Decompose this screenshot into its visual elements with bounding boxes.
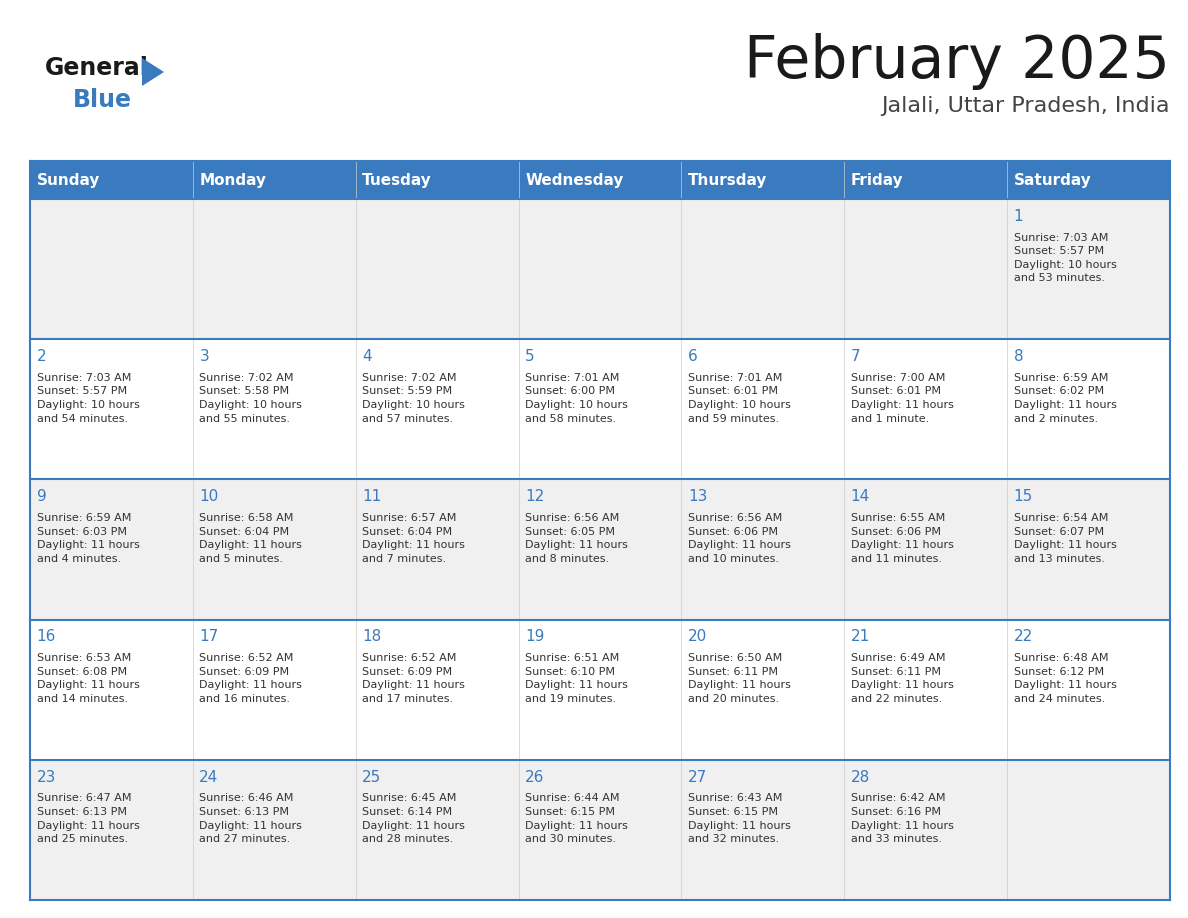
- Text: Sunrise: 6:56 AM
Sunset: 6:06 PM
Daylight: 11 hours
and 10 minutes.: Sunrise: 6:56 AM Sunset: 6:06 PM Dayligh…: [688, 513, 791, 564]
- Text: Thursday: Thursday: [688, 173, 767, 187]
- Text: Sunrise: 7:01 AM
Sunset: 6:01 PM
Daylight: 10 hours
and 59 minutes.: Sunrise: 7:01 AM Sunset: 6:01 PM Dayligh…: [688, 373, 791, 423]
- Text: Friday: Friday: [851, 173, 903, 187]
- Text: Sunrise: 6:48 AM
Sunset: 6:12 PM
Daylight: 11 hours
and 24 minutes.: Sunrise: 6:48 AM Sunset: 6:12 PM Dayligh…: [1013, 654, 1117, 704]
- Text: 5: 5: [525, 349, 535, 364]
- Bar: [30, 199, 1170, 339]
- Text: Sunrise: 6:52 AM
Sunset: 6:09 PM
Daylight: 11 hours
and 17 minutes.: Sunrise: 6:52 AM Sunset: 6:09 PM Dayligh…: [362, 654, 466, 704]
- Bar: [30, 161, 1170, 199]
- Text: Sunrise: 6:55 AM
Sunset: 6:06 PM
Daylight: 11 hours
and 11 minutes.: Sunrise: 6:55 AM Sunset: 6:06 PM Dayligh…: [851, 513, 954, 564]
- Text: Sunrise: 6:46 AM
Sunset: 6:13 PM
Daylight: 11 hours
and 27 minutes.: Sunrise: 6:46 AM Sunset: 6:13 PM Dayligh…: [200, 793, 302, 845]
- Text: General: General: [45, 56, 148, 80]
- Polygon shape: [143, 58, 164, 86]
- Text: 27: 27: [688, 769, 707, 785]
- Text: Sunrise: 6:51 AM
Sunset: 6:10 PM
Daylight: 11 hours
and 19 minutes.: Sunrise: 6:51 AM Sunset: 6:10 PM Dayligh…: [525, 654, 628, 704]
- Text: Monday: Monday: [200, 173, 266, 187]
- Text: Sunrise: 7:01 AM
Sunset: 6:00 PM
Daylight: 10 hours
and 58 minutes.: Sunrise: 7:01 AM Sunset: 6:00 PM Dayligh…: [525, 373, 628, 423]
- Text: 16: 16: [37, 630, 56, 644]
- Bar: [30, 479, 1170, 620]
- Text: Sunrise: 6:45 AM
Sunset: 6:14 PM
Daylight: 11 hours
and 28 minutes.: Sunrise: 6:45 AM Sunset: 6:14 PM Dayligh…: [362, 793, 466, 845]
- Text: 2: 2: [37, 349, 46, 364]
- Text: 25: 25: [362, 769, 381, 785]
- Text: Sunrise: 6:56 AM
Sunset: 6:05 PM
Daylight: 11 hours
and 8 minutes.: Sunrise: 6:56 AM Sunset: 6:05 PM Dayligh…: [525, 513, 628, 564]
- Bar: [30, 760, 1170, 900]
- Text: 11: 11: [362, 489, 381, 504]
- Text: 4: 4: [362, 349, 372, 364]
- Text: 7: 7: [851, 349, 860, 364]
- Text: Sunrise: 6:54 AM
Sunset: 6:07 PM
Daylight: 11 hours
and 13 minutes.: Sunrise: 6:54 AM Sunset: 6:07 PM Dayligh…: [1013, 513, 1117, 564]
- Text: Saturday: Saturday: [1013, 173, 1092, 187]
- Text: 18: 18: [362, 630, 381, 644]
- Text: 23: 23: [37, 769, 56, 785]
- Text: Jalali, Uttar Pradesh, India: Jalali, Uttar Pradesh, India: [881, 96, 1170, 116]
- Text: Blue: Blue: [72, 88, 132, 112]
- Text: Sunrise: 6:50 AM
Sunset: 6:11 PM
Daylight: 11 hours
and 20 minutes.: Sunrise: 6:50 AM Sunset: 6:11 PM Dayligh…: [688, 654, 791, 704]
- Text: Sunrise: 6:42 AM
Sunset: 6:16 PM
Daylight: 11 hours
and 33 minutes.: Sunrise: 6:42 AM Sunset: 6:16 PM Dayligh…: [851, 793, 954, 845]
- Text: Sunday: Sunday: [37, 173, 100, 187]
- Text: 17: 17: [200, 630, 219, 644]
- Text: 6: 6: [688, 349, 697, 364]
- Text: 26: 26: [525, 769, 544, 785]
- Text: 21: 21: [851, 630, 870, 644]
- Text: February 2025: February 2025: [744, 33, 1170, 90]
- Text: 19: 19: [525, 630, 544, 644]
- Text: Wednesday: Wednesday: [525, 173, 624, 187]
- Text: Sunrise: 6:58 AM
Sunset: 6:04 PM
Daylight: 11 hours
and 5 minutes.: Sunrise: 6:58 AM Sunset: 6:04 PM Dayligh…: [200, 513, 302, 564]
- Text: Sunrise: 6:47 AM
Sunset: 6:13 PM
Daylight: 11 hours
and 25 minutes.: Sunrise: 6:47 AM Sunset: 6:13 PM Dayligh…: [37, 793, 139, 845]
- Text: Sunrise: 6:52 AM
Sunset: 6:09 PM
Daylight: 11 hours
and 16 minutes.: Sunrise: 6:52 AM Sunset: 6:09 PM Dayligh…: [200, 654, 302, 704]
- Text: 28: 28: [851, 769, 870, 785]
- Text: 20: 20: [688, 630, 707, 644]
- Text: Sunrise: 7:00 AM
Sunset: 6:01 PM
Daylight: 11 hours
and 1 minute.: Sunrise: 7:00 AM Sunset: 6:01 PM Dayligh…: [851, 373, 954, 423]
- Text: 14: 14: [851, 489, 870, 504]
- Text: 10: 10: [200, 489, 219, 504]
- Text: 3: 3: [200, 349, 209, 364]
- Text: 24: 24: [200, 769, 219, 785]
- Text: 12: 12: [525, 489, 544, 504]
- Text: 15: 15: [1013, 489, 1032, 504]
- Text: 13: 13: [688, 489, 707, 504]
- Text: Sunrise: 6:57 AM
Sunset: 6:04 PM
Daylight: 11 hours
and 7 minutes.: Sunrise: 6:57 AM Sunset: 6:04 PM Dayligh…: [362, 513, 466, 564]
- Text: 22: 22: [1013, 630, 1032, 644]
- Text: Sunrise: 6:43 AM
Sunset: 6:15 PM
Daylight: 11 hours
and 32 minutes.: Sunrise: 6:43 AM Sunset: 6:15 PM Dayligh…: [688, 793, 791, 845]
- Text: Tuesday: Tuesday: [362, 173, 432, 187]
- Text: 1: 1: [1013, 208, 1023, 224]
- Text: Sunrise: 6:53 AM
Sunset: 6:08 PM
Daylight: 11 hours
and 14 minutes.: Sunrise: 6:53 AM Sunset: 6:08 PM Dayligh…: [37, 654, 139, 704]
- Bar: [30, 339, 1170, 479]
- Text: Sunrise: 6:44 AM
Sunset: 6:15 PM
Daylight: 11 hours
and 30 minutes.: Sunrise: 6:44 AM Sunset: 6:15 PM Dayligh…: [525, 793, 628, 845]
- Text: Sunrise: 7:03 AM
Sunset: 5:57 PM
Daylight: 10 hours
and 53 minutes.: Sunrise: 7:03 AM Sunset: 5:57 PM Dayligh…: [1013, 232, 1117, 284]
- Text: 8: 8: [1013, 349, 1023, 364]
- Text: Sunrise: 7:02 AM
Sunset: 5:59 PM
Daylight: 10 hours
and 57 minutes.: Sunrise: 7:02 AM Sunset: 5:59 PM Dayligh…: [362, 373, 466, 423]
- Text: 9: 9: [37, 489, 46, 504]
- Text: Sunrise: 7:02 AM
Sunset: 5:58 PM
Daylight: 10 hours
and 55 minutes.: Sunrise: 7:02 AM Sunset: 5:58 PM Dayligh…: [200, 373, 302, 423]
- Text: Sunrise: 6:49 AM
Sunset: 6:11 PM
Daylight: 11 hours
and 22 minutes.: Sunrise: 6:49 AM Sunset: 6:11 PM Dayligh…: [851, 654, 954, 704]
- Text: Sunrise: 6:59 AM
Sunset: 6:03 PM
Daylight: 11 hours
and 4 minutes.: Sunrise: 6:59 AM Sunset: 6:03 PM Dayligh…: [37, 513, 139, 564]
- Text: Sunrise: 6:59 AM
Sunset: 6:02 PM
Daylight: 11 hours
and 2 minutes.: Sunrise: 6:59 AM Sunset: 6:02 PM Dayligh…: [1013, 373, 1117, 423]
- Bar: [30, 620, 1170, 760]
- Text: Sunrise: 7:03 AM
Sunset: 5:57 PM
Daylight: 10 hours
and 54 minutes.: Sunrise: 7:03 AM Sunset: 5:57 PM Dayligh…: [37, 373, 139, 423]
